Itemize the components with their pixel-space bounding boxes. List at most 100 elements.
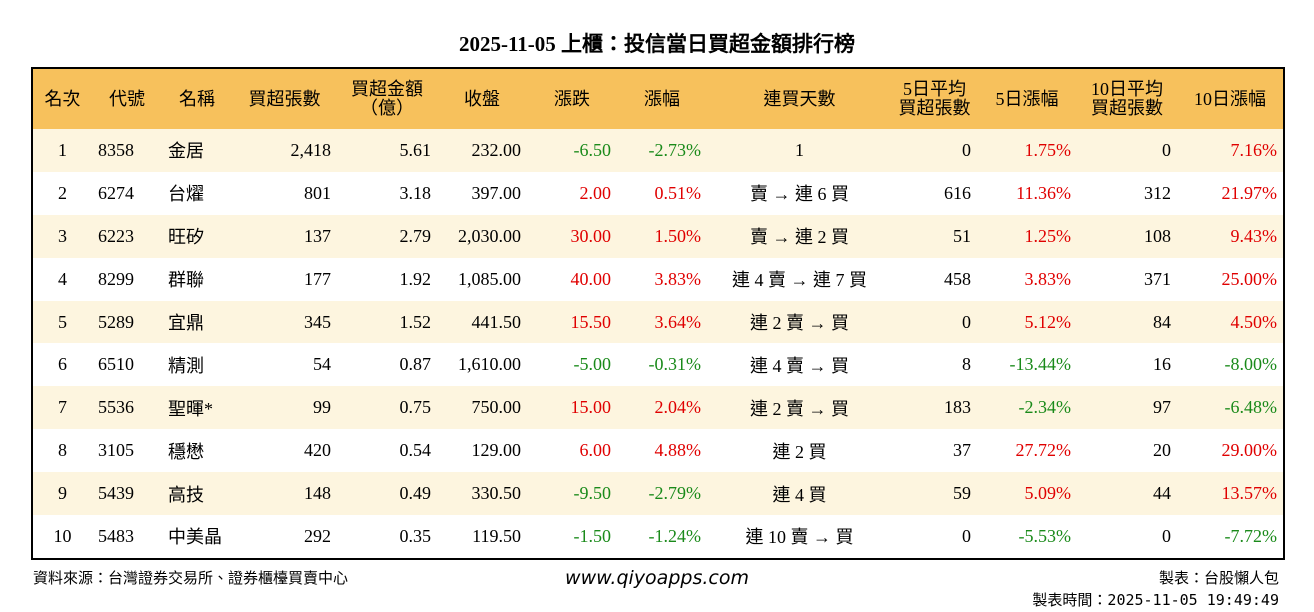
column-header: 5日漲幅 [977, 68, 1077, 129]
table-cell: 8 [58, 440, 67, 461]
table-cell: 連 2 賣 → 買 [707, 386, 892, 430]
table-cell: 連 2 買 [772, 441, 827, 462]
table-cell: 5439 [92, 472, 162, 516]
table-row: 4 8299 群聯 177 1.92 1,085.00 40.00 3.83% 連 4 賣 → … [32, 258, 1284, 301]
table-cell: 台燿 [168, 184, 204, 205]
table-cell: 119.50 [472, 525, 521, 546]
table-cell: 6274 [98, 182, 134, 203]
column-header: 代號 [92, 68, 162, 129]
table-cell: 21.97% [1221, 182, 1278, 203]
column-header: 10日漲幅 [1177, 68, 1284, 129]
table-cell: 13.57% [1177, 472, 1284, 516]
table-cell: 129.00 [471, 440, 522, 461]
table-cell: 聖暉* [162, 386, 232, 430]
source: 資料來源：台灣證券交易所、證券櫃檯買賣中心 [33, 571, 349, 587]
table-cell: 51 [892, 214, 977, 258]
table-cell: 6510 [98, 354, 134, 375]
table-cell: 312 [1144, 182, 1171, 203]
table-cell: -1.50 [573, 525, 612, 546]
column-header: 漲跌 [527, 68, 617, 129]
table-cell: 3.83% [1024, 268, 1072, 289]
table-cell: 1.52 [337, 300, 437, 344]
table-cell: -13.44% [1009, 354, 1072, 375]
table-cell: 148 [232, 472, 337, 516]
table-cell: -9.50 [527, 472, 617, 516]
table-cell: -2.79% [617, 472, 707, 516]
table-cell: 54 [313, 354, 331, 375]
column-header: 漲幅 [617, 68, 707, 129]
table-row: 9 5439 高技 148 0.49 330.50 -9.50 -2.79% 連 4 買 59 5.… [32, 472, 1284, 516]
table-cell: 0 [892, 300, 977, 344]
table-cell: 177 [304, 268, 331, 289]
table-cell: 連 10 賣 → 買 [745, 527, 854, 548]
table-cell: 2.79 [337, 214, 437, 258]
column-header: 買超金額 （億） [337, 68, 437, 129]
table-cell: 29.00% [1221, 440, 1278, 461]
table-cell: 0 [962, 525, 971, 546]
table-cell: 20 [1153, 440, 1171, 461]
table-cell: 1.25% [977, 214, 1077, 258]
table-cell: -5.53% [1018, 525, 1072, 546]
table-cell: 59 [892, 472, 977, 516]
table-cell: 6223 [92, 214, 162, 258]
column-header: 買超張數 [232, 68, 337, 129]
table-cell: 108 [1077, 214, 1177, 258]
table-cell: 8 [962, 354, 971, 375]
table-cell: 5289 [92, 300, 162, 344]
table-cell: 2 [58, 182, 67, 203]
table-cell: 3.64% [617, 300, 707, 344]
table-cell: 中美晶 [168, 527, 222, 548]
table-cell: 旺矽 [162, 214, 232, 258]
table-cell: -2.73% [617, 129, 707, 172]
table-cell: 賣 → 連 6 買 [750, 184, 849, 205]
table-cell: 25.00% [1221, 268, 1278, 289]
table-cell: -7.72% [1224, 525, 1278, 546]
table-cell: 連 4 賣 → 買 [750, 355, 849, 376]
table-cell: 397.00 [471, 182, 522, 203]
table-cell: 1.50% [617, 214, 707, 258]
table-cell: 15.50 [527, 300, 617, 344]
table-row: 1 8358 金居 2,418 5.61 232.00 -6.50 -2.73% 1 0 1.75%… [32, 129, 1284, 172]
table-cell: 0 [1162, 525, 1171, 546]
table-cell: 5.12% [977, 300, 1077, 344]
table-cell: 2,418 [232, 129, 337, 172]
table-cell: 賣 → 連 2 買 [707, 214, 892, 258]
table-cell: 11.36% [1016, 182, 1071, 203]
table-cell: 441.50 [437, 300, 527, 344]
table-cell: -2.34% [977, 386, 1077, 430]
maker: 製表：台股懶人包 [1158, 571, 1279, 587]
table-cell: 183 [892, 386, 977, 430]
table-cell: 3 [32, 214, 92, 258]
table-cell: 8299 [98, 268, 134, 289]
table-cell: 4.50% [1177, 300, 1284, 344]
table-cell: 連 2 賣 → 買 [707, 300, 892, 344]
table-cell: 5.61 [337, 129, 437, 172]
table-cell: 97 [1077, 386, 1177, 430]
table-cell: 2.00 [579, 182, 612, 203]
table-cell: 4 [58, 268, 67, 289]
header-row: 名次 代號 名稱 買超張數 買超金額 （億） 收盤 漲跌 漲幅 連買天數 5日平均 買超張數 5日漲… [32, 68, 1284, 129]
table-cell: 44 [1077, 472, 1177, 516]
table-cell: 連 4 買 [707, 472, 892, 516]
table-cell: 5536 [92, 386, 162, 430]
table-cell: 37 [953, 440, 971, 461]
table-cell: 3.83% [654, 268, 702, 289]
column-header: 10日平均 買超張數 [1077, 68, 1177, 129]
table-row: 2 6274 台燿 801 3.18 397.00 2.00 0.51% 賣 → 連 6 買 61… [32, 172, 1284, 215]
table-cell: 0 [1077, 129, 1177, 172]
table-cell: 616 [944, 182, 971, 203]
table-cell: 5483 [98, 525, 134, 546]
table-cell: 330.50 [437, 472, 527, 516]
table-cell: 7.16% [1177, 129, 1284, 172]
table-cell: 292 [304, 525, 331, 546]
table-cell: -8.00% [1224, 354, 1278, 375]
table-cell: 420 [304, 440, 331, 461]
table-cell: 高技 [162, 472, 232, 516]
table-cell: 穩懋 [168, 441, 204, 462]
table-cell: 7 [32, 386, 92, 430]
table-cell: 27.72% [1015, 440, 1072, 461]
table-cell: 3105 [98, 440, 134, 461]
column-header: 名次 [32, 68, 92, 129]
table-cell: 2,030.00 [437, 214, 527, 258]
